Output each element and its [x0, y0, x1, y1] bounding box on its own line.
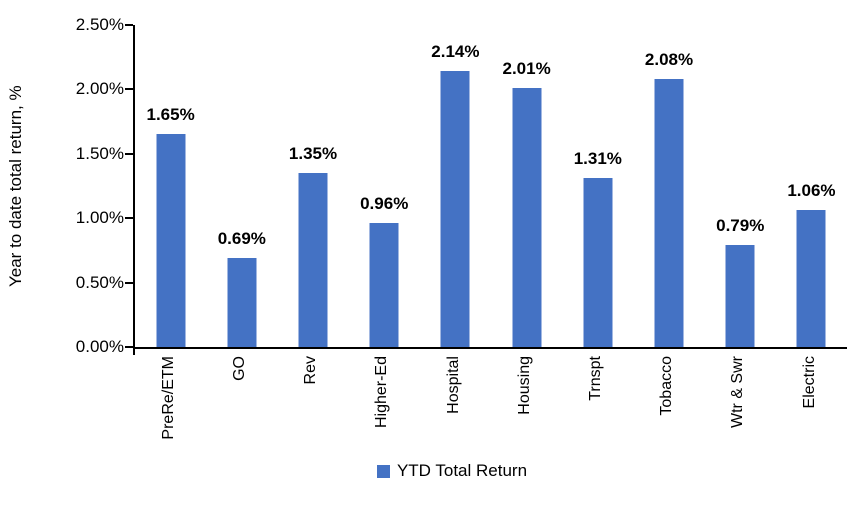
category-label-slot: Electric — [774, 356, 845, 460]
y-tick-mark — [125, 281, 133, 284]
category-label: Wtr & Swr — [729, 356, 747, 428]
bar-electric — [796, 210, 826, 347]
bar-slot: 0.96% — [349, 25, 420, 347]
bar-higher-ed — [369, 223, 399, 347]
bar-slot: 0.69% — [206, 25, 277, 347]
category-label-slot: Hospital — [418, 356, 489, 460]
bar-slot: 2.01% — [491, 25, 562, 347]
legend-marker-icon — [376, 464, 390, 478]
bar-value-label: 0.69% — [217, 229, 266, 249]
y-tick-label: 0.50% — [75, 272, 124, 292]
y-tick-label: 1.50% — [75, 143, 124, 163]
category-label: GO — [231, 356, 248, 381]
category-label: Hospital — [444, 356, 462, 414]
bar-slot: 1.31% — [562, 25, 633, 347]
legend: YTD Total Return — [52, 461, 852, 481]
category-label: Higher-Ed — [373, 356, 391, 429]
y-tick-mark — [125, 152, 133, 155]
y-tick-mark — [125, 24, 133, 26]
bar-slot: 1.35% — [277, 25, 348, 347]
bars-container: 1.65% 0.69% 1.35% 0.96% 2.14% 2.01% 1.31% 2.08%… — [135, 25, 847, 347]
category-label: Trnspt — [587, 356, 605, 401]
bar-slot: 2.14% — [420, 25, 491, 347]
legend-label: YTD Total Return — [396, 461, 528, 480]
plot-area: 1.65% 0.69% 1.35% 0.96% 2.14% 2.01% 1.31% 2.08%… — [125, 24, 847, 355]
bar-value-label: 2.01% — [502, 59, 551, 79]
bar-housing — [512, 88, 542, 347]
category-label: Rev — [302, 356, 320, 385]
bar-value-label: 1.65% — [146, 105, 195, 125]
x-axis-category-labels: PreRe/ETM GO Rev Higher-Ed Hospital Housing Tr… — [133, 356, 845, 460]
bar-slot: 1.65% — [135, 25, 206, 347]
bar-value-label: 1.31% — [573, 149, 622, 169]
category-label: Tobacco — [658, 356, 676, 416]
category-label-slot: GO — [204, 356, 275, 460]
y-tick-mark — [125, 346, 133, 348]
bar-tobacco — [654, 79, 684, 347]
category-label: PreRe/ETM — [159, 356, 177, 440]
bar-value-label: 2.14% — [431, 42, 480, 62]
category-label-slot: Rev — [275, 356, 346, 460]
category-label-slot: Higher-Ed — [347, 356, 418, 460]
bar-go — [227, 258, 257, 347]
category-label-slot: Trnspt — [560, 356, 631, 460]
y-tick-mark — [125, 217, 133, 220]
bar-value-label: 1.35% — [288, 144, 338, 164]
category-label-slot: Wtr & Swr — [703, 356, 774, 460]
x-axis-origin-tick — [133, 347, 135, 355]
bar-slot: 1.06% — [776, 25, 847, 347]
bar-hospital — [440, 71, 470, 347]
y-tick-label: 1.00% — [75, 208, 124, 228]
y-tick-label: 2.00% — [75, 79, 124, 99]
category-label-slot: Housing — [489, 356, 560, 460]
bar-wtr-swr — [725, 245, 755, 347]
bar-slot: 2.08% — [633, 25, 704, 347]
y-tick-mark — [125, 88, 133, 91]
bar-value-label: 1.06% — [787, 181, 836, 201]
bar-rev — [298, 173, 328, 347]
category-label-slot: Tobacco — [631, 356, 702, 460]
bar-slot: 0.79% — [705, 25, 776, 347]
category-label-slot: PreRe/ETM — [133, 356, 204, 460]
y-tick-label: 0.00% — [75, 337, 124, 356]
y-axis-tick-labels: 0.00% 0.50% 1.00% 1.50% 2.00% 2.50% — [0, 15, 124, 356]
bar-trnspt — [583, 178, 613, 347]
bar-value-label: 0.96% — [360, 194, 409, 214]
bar-value-label: 0.79% — [716, 216, 765, 236]
category-label: Electric — [800, 356, 818, 409]
y-tick-label: 2.50% — [75, 15, 124, 34]
bar-prere-etm — [156, 134, 186, 347]
category-label: Housing — [515, 356, 533, 415]
bar-value-label: 2.08% — [644, 50, 694, 70]
